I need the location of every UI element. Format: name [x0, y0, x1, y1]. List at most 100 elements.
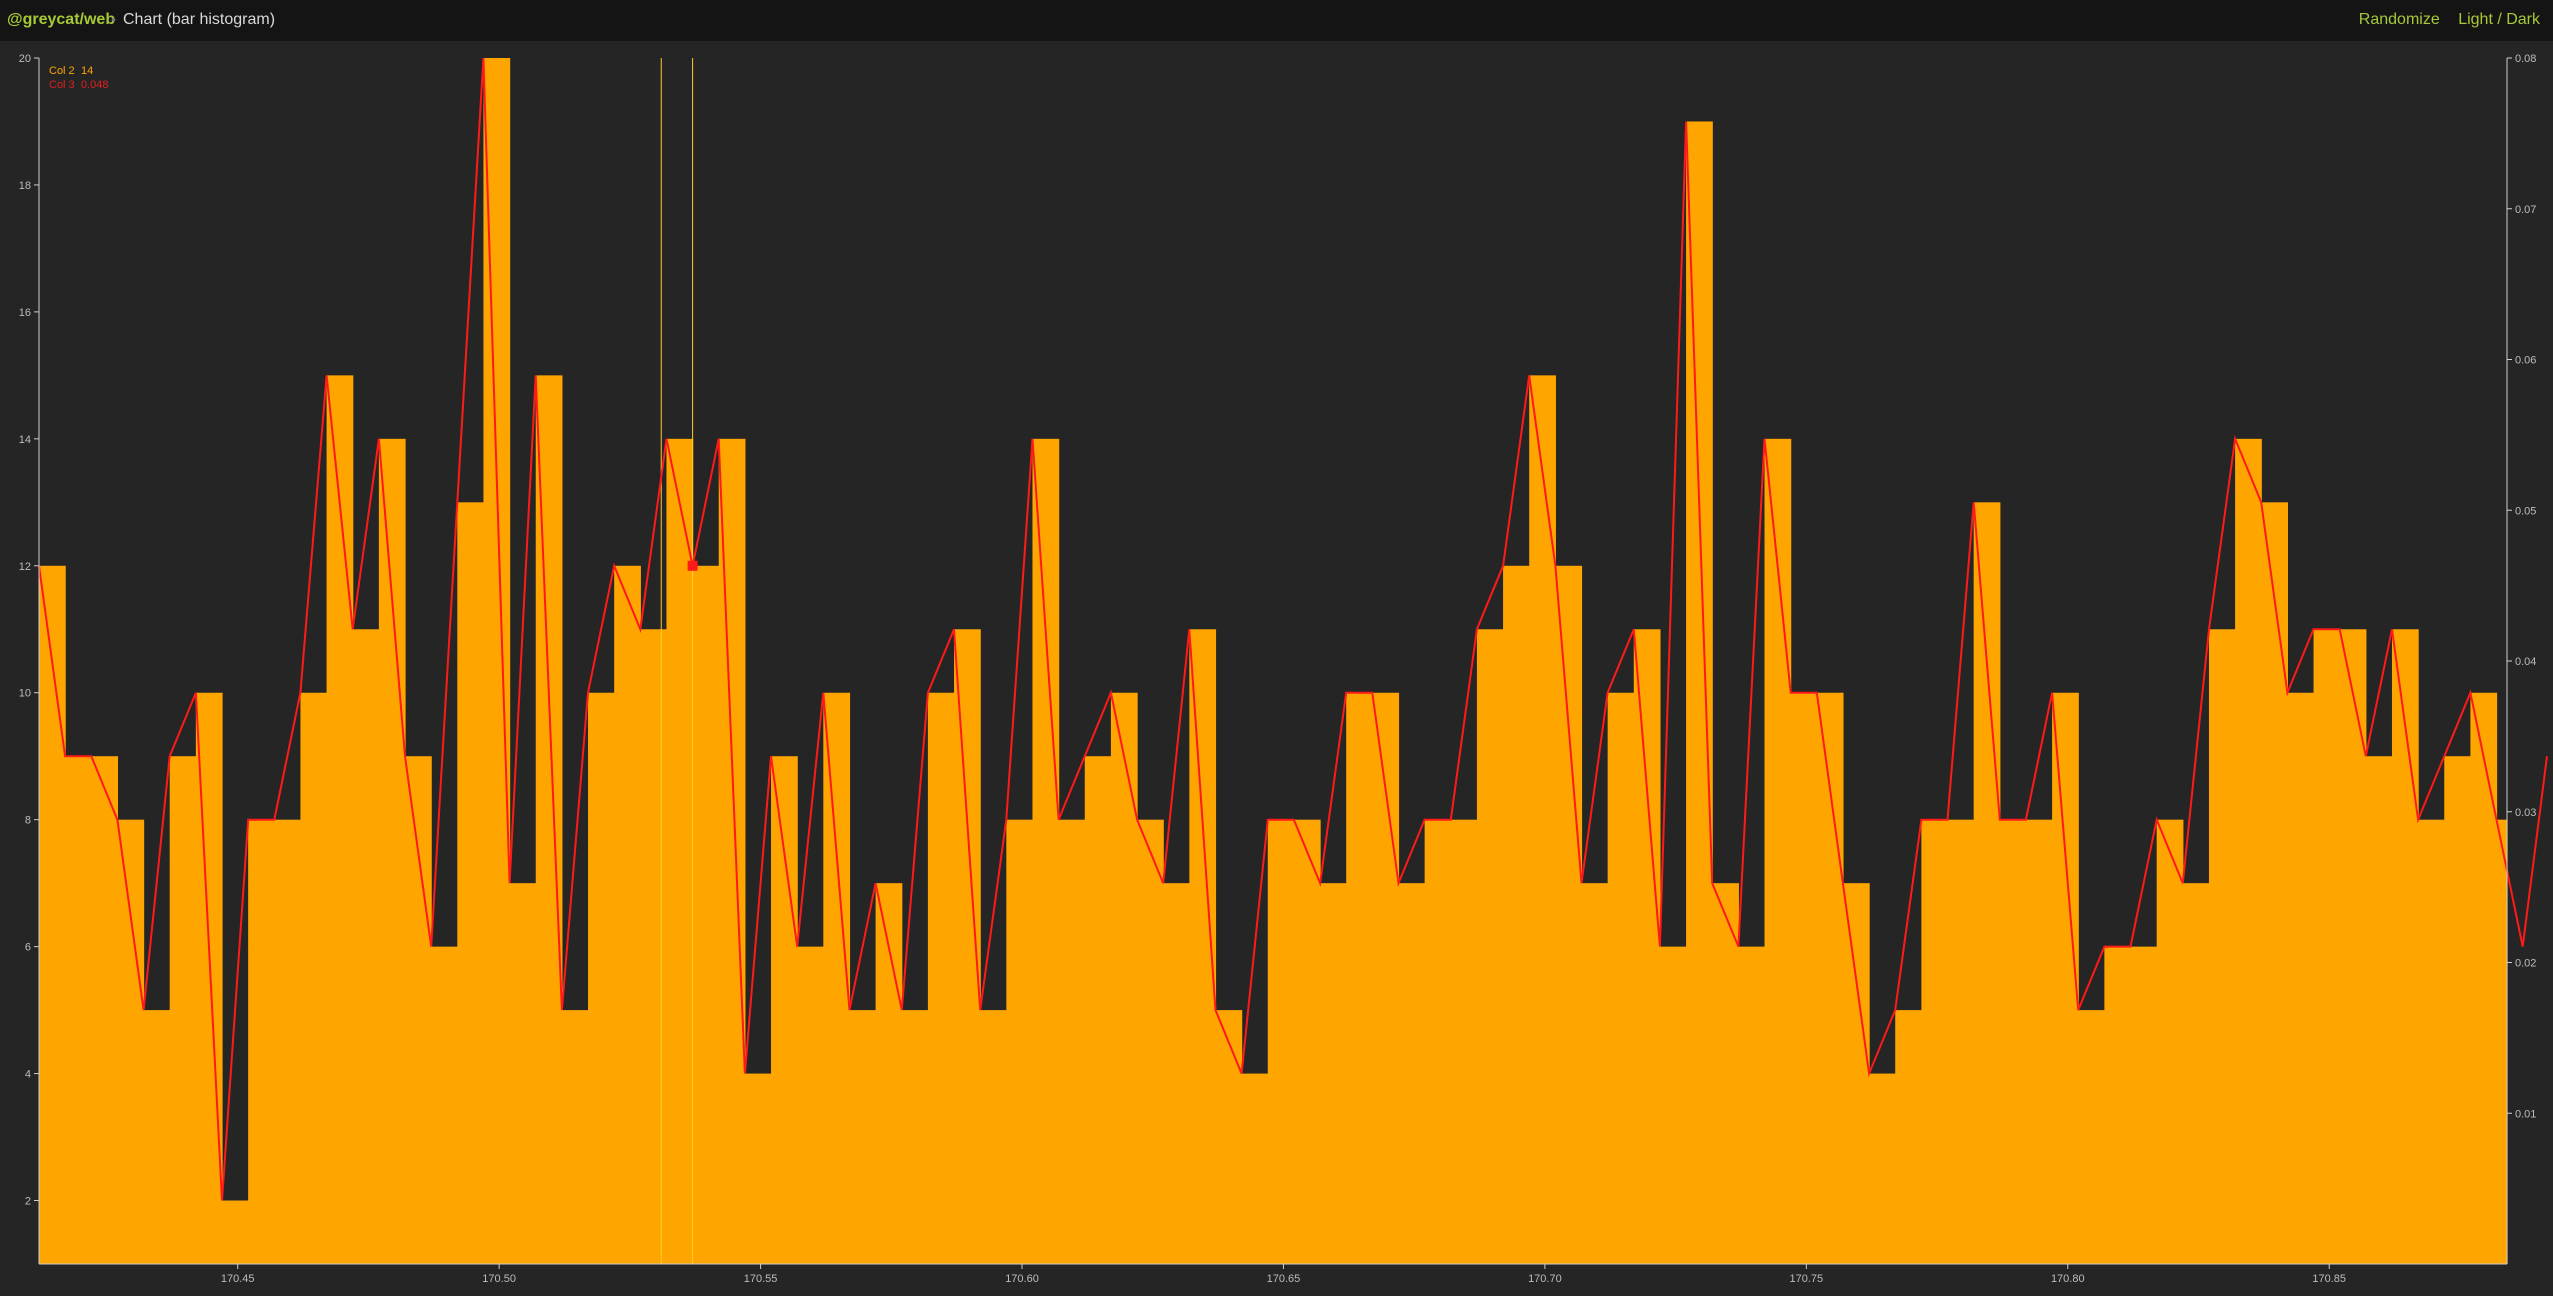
bar	[65, 756, 92, 1264]
y2-tick-label: 0.07	[2515, 204, 2536, 216]
bar	[1973, 502, 2001, 1264]
y2-tick-label: 0.02	[2515, 958, 2536, 970]
y2-tick-label: 0.03	[2515, 807, 2536, 819]
bar	[91, 756, 119, 1264]
title-separator: •	[111, 11, 116, 27]
bar	[1842, 883, 1870, 1264]
line-series	[38, 57, 2548, 1201]
bar	[1058, 819, 1086, 1264]
header-actions: Randomize Light / Dark	[2345, 11, 2540, 29]
bar	[718, 438, 746, 1264]
bar	[849, 1010, 877, 1264]
bar	[2365, 756, 2393, 1264]
bar	[1581, 883, 1609, 1264]
bar	[1686, 121, 1713, 1265]
bar	[2078, 1010, 2105, 1264]
y2-tick-label: 0.01	[2515, 1108, 2536, 1120]
randomize-button[interactable]: Randomize	[2358, 11, 2440, 28]
bar	[1267, 819, 1295, 1264]
bar	[666, 438, 694, 1264]
legend-value: 14	[81, 65, 93, 77]
bars-group	[39, 58, 2508, 1265]
bar	[588, 692, 615, 1264]
bar	[901, 1010, 929, 1264]
bar	[1215, 1010, 1243, 1264]
cursor-group	[660, 58, 694, 1264]
bar	[1424, 819, 1452, 1264]
bar	[2156, 819, 2184, 1264]
bar-histogram-chart[interactable]: 2 4 6 8 10 12 14 16 18 20 0.01 0.02 0.03 0.04 0.05 0.06…	[0, 41, 2553, 1296]
bar	[875, 883, 903, 1264]
bar	[2130, 946, 2158, 1264]
bar	[1476, 629, 1504, 1264]
bar	[405, 756, 432, 1264]
bar	[431, 946, 458, 1264]
bar	[771, 756, 798, 1264]
bar	[2052, 692, 2079, 1264]
bar	[2313, 629, 2341, 1264]
y-tick-label: 14	[19, 434, 31, 446]
bar	[39, 565, 66, 1264]
bar	[2496, 819, 2508, 1264]
bar	[2339, 629, 2367, 1264]
bar	[1293, 819, 1321, 1264]
y-tick-label: 2	[25, 1196, 31, 1208]
bar	[797, 946, 824, 1264]
bar	[352, 629, 380, 1264]
bar	[2235, 438, 2262, 1264]
y-tick-label: 16	[19, 307, 31, 319]
page-title: Chart (bar histogram)	[123, 11, 276, 28]
bar	[535, 375, 563, 1264]
axes-group: 2 4 6 8 10 12 14 16 18 20 0.01 0.02 0.03 0.04 0.05 0.06…	[19, 53, 2537, 1285]
bar	[1895, 1010, 1922, 1264]
bar	[744, 1073, 772, 1264]
bar	[2261, 502, 2288, 1264]
bar	[823, 692, 851, 1264]
x-tick-label: 170.70	[1528, 1273, 1562, 1285]
bar	[2025, 819, 2053, 1264]
y-tick-label: 6	[25, 942, 31, 954]
bar	[927, 692, 955, 1264]
bar	[980, 1010, 1007, 1264]
bar	[1816, 692, 1844, 1264]
bar	[143, 1010, 171, 1264]
bar	[378, 438, 406, 1264]
bar	[2182, 883, 2210, 1264]
bar	[1738, 946, 1766, 1264]
bar	[509, 883, 537, 1264]
x-tick-label: 170.50	[482, 1273, 516, 1285]
bar	[222, 1200, 249, 1264]
bar	[561, 1010, 589, 1264]
bar	[1999, 819, 2027, 1264]
bar	[1241, 1073, 1269, 1264]
bar	[1320, 883, 1347, 1264]
bar	[1503, 565, 1530, 1264]
bar	[640, 629, 668, 1264]
y2-tick-label: 0.04	[2515, 656, 2536, 668]
hover-marker	[687, 560, 698, 571]
brand-link[interactable]: @greycat/web	[7, 11, 116, 28]
bar	[1346, 692, 1373, 1264]
bar	[117, 819, 145, 1264]
bar	[300, 692, 328, 1264]
legend-label: Col 3	[49, 79, 75, 91]
bar	[1006, 819, 1034, 1264]
bar	[1529, 375, 1556, 1264]
y2-tick-label: 0.08	[2515, 53, 2536, 65]
theme-toggle-button[interactable]: Light / Dark	[2458, 11, 2540, 28]
bar	[2418, 819, 2445, 1264]
y2-tick-label: 0.06	[2515, 355, 2536, 367]
bar	[169, 756, 197, 1264]
x-tick-label: 170.80	[2051, 1273, 2085, 1285]
bar	[2444, 756, 2471, 1264]
bar	[2208, 629, 2236, 1264]
y-tick-label: 4	[25, 1069, 31, 1081]
bar	[326, 375, 354, 1264]
top-bar: @greycat/web • Chart (bar histogram) Ran…	[0, 0, 2553, 41]
bar	[1398, 883, 1426, 1264]
bar	[1137, 819, 1164, 1264]
line-series-group	[38, 57, 2548, 1201]
bar	[1032, 438, 1060, 1264]
bar	[1790, 692, 1818, 1264]
bar	[1921, 819, 1949, 1264]
